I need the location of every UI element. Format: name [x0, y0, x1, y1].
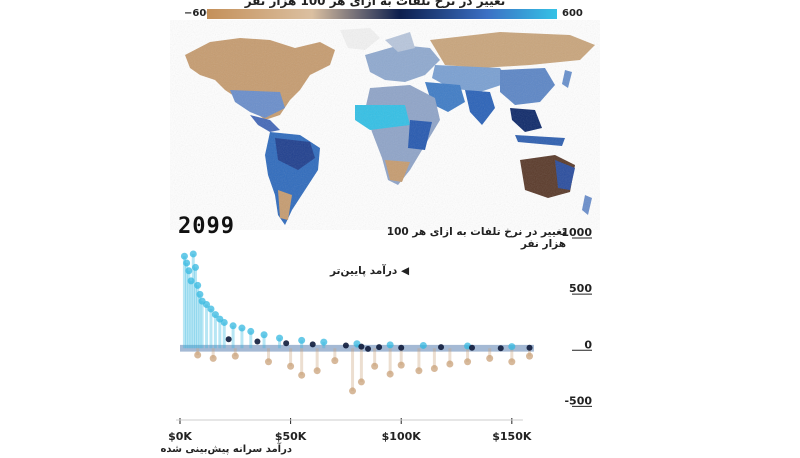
data-point [526, 344, 533, 351]
data-point [397, 361, 405, 369]
data-point [238, 324, 246, 332]
data-point [229, 322, 237, 330]
data-point [398, 344, 405, 351]
x-tick-label: $150K [492, 430, 532, 443]
year-label: 2099 [178, 214, 235, 239]
data-point [194, 351, 202, 359]
x-tick-label: $50K [275, 430, 307, 443]
y-tick-label: 500 [569, 282, 592, 295]
data-point [526, 352, 534, 360]
x-axis-title: درآمد سرانه پیش‌بینی شده [160, 444, 292, 455]
data-point [486, 354, 494, 362]
data-point [446, 360, 454, 368]
data-point [464, 358, 472, 366]
data-point [430, 364, 438, 372]
data-point [357, 378, 365, 386]
y-axis-title: تغییر در نرخ تلفات به ازای هر 100 هزار ن… [386, 226, 566, 250]
data-point [438, 344, 445, 351]
data-point [342, 342, 349, 349]
data-point [298, 371, 306, 379]
data-point [298, 336, 306, 344]
data-point [203, 300, 211, 308]
data-point [187, 277, 195, 285]
data-point [508, 358, 516, 366]
data-point [309, 341, 316, 348]
data-point [331, 357, 339, 365]
data-point [358, 343, 365, 350]
data-point [371, 362, 379, 370]
data-point [349, 387, 357, 395]
lower-income-annotation: ◀ درآمد پایین‌تر [330, 265, 410, 277]
data-point [209, 354, 217, 362]
data-point [313, 367, 321, 375]
data-point [386, 370, 394, 378]
data-point [189, 250, 197, 258]
data-point [320, 338, 328, 346]
data-point [287, 362, 295, 370]
legend-min-label: −600 [184, 8, 214, 19]
data-point [260, 331, 268, 339]
data-point [247, 327, 255, 335]
color-legend: تغییر در نرخ تلفات به ازای هر 100 هزار ن… [0, 0, 800, 26]
data-point [196, 290, 204, 298]
y-tick-label: -500 [564, 394, 592, 407]
legend-title: تغییر در نرخ تلفات به ازای هر 100 هزار ن… [244, 0, 506, 8]
y-tick-label: 1000 [561, 226, 592, 239]
data-point [191, 263, 199, 271]
data-point [207, 305, 215, 313]
data-point [419, 341, 427, 349]
data-point [376, 344, 383, 351]
plot-area: 1000 500 0 -500 $0K $50K $100K $150K [168, 226, 592, 443]
x-tick-label: $0K [168, 430, 192, 443]
data-point [415, 367, 423, 375]
data-point [180, 252, 188, 260]
data-point [185, 267, 193, 275]
data-point [220, 318, 228, 326]
x-tick-label: $100K [382, 430, 422, 443]
data-point [254, 338, 261, 345]
zero-band [180, 344, 534, 352]
data-point [365, 345, 372, 352]
legend-gradient-bar [207, 9, 557, 19]
data-point [183, 259, 191, 267]
data-point [469, 344, 475, 351]
legend-max-label: 600 [562, 8, 583, 19]
data-point [508, 343, 516, 351]
data-point [211, 311, 219, 319]
data-point [386, 341, 394, 349]
data-point [283, 340, 290, 347]
data-point [497, 345, 504, 352]
data-point [194, 281, 202, 289]
data-point [276, 334, 284, 342]
data-point [264, 358, 272, 366]
world-map [170, 20, 600, 230]
y-tick-label: 0 [584, 338, 592, 351]
data-point [231, 352, 239, 360]
data-point [225, 336, 232, 343]
